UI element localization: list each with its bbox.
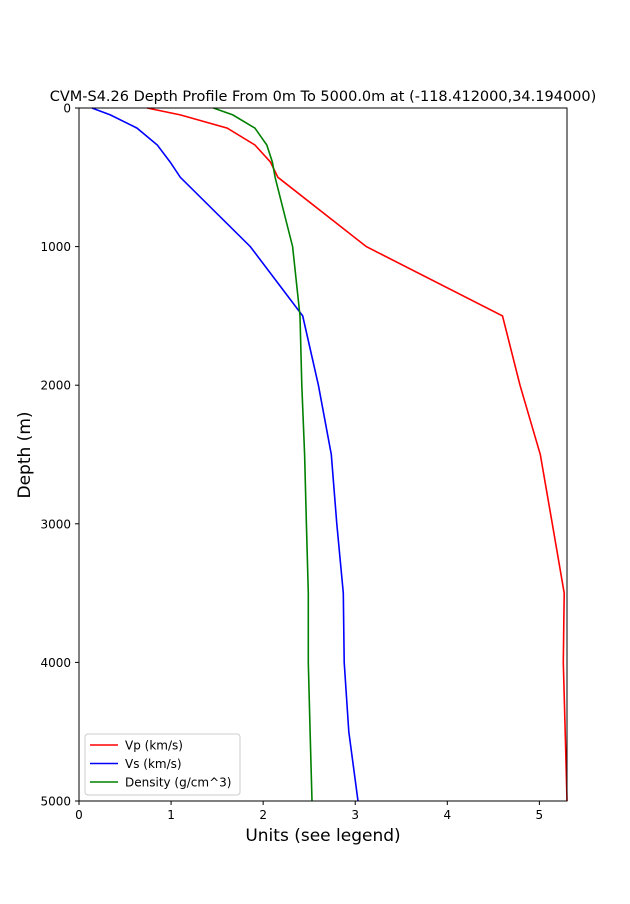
series-layer xyxy=(91,107,568,802)
plot-frame xyxy=(78,107,568,802)
x-tick-label: 5 xyxy=(536,808,544,822)
x-tick-label: 3 xyxy=(351,808,359,822)
y-tick-label: 0 xyxy=(63,102,71,116)
series-line-0 xyxy=(146,107,568,802)
legend-label-1: Vs (km/s) xyxy=(125,757,182,771)
legend: Vp (km/s) Vs (km/s) Density (g/cm^3) xyxy=(84,733,241,796)
legend-label-2: Density (g/cm^3) xyxy=(125,776,231,790)
series-line-2 xyxy=(213,107,313,802)
legend-label-0: Vp (km/s) xyxy=(125,739,183,753)
y-tick-label: 2000 xyxy=(40,379,71,393)
x-tick-label: 4 xyxy=(443,808,451,822)
ticks-layer: 0 1 2 3 4 5 0 1000 2000 3000 4000 5000 xyxy=(40,102,543,823)
x-axis-label: Units (see legend) xyxy=(245,826,400,846)
chart-title: CVM-S4.26 Depth Profile From 0m To 5000.… xyxy=(50,89,597,105)
series-line-1 xyxy=(91,107,359,802)
y-tick-label: 4000 xyxy=(40,656,71,670)
legend-box xyxy=(84,733,241,796)
y-tick-label: 1000 xyxy=(40,240,71,254)
x-tick-label: 1 xyxy=(167,808,175,822)
y-axis-label: Depth (m) xyxy=(15,411,35,498)
x-tick-label: 2 xyxy=(259,808,267,822)
y-tick-label: 3000 xyxy=(40,517,71,531)
y-tick-label: 5000 xyxy=(40,795,71,809)
x-tick-label: 0 xyxy=(75,808,83,822)
